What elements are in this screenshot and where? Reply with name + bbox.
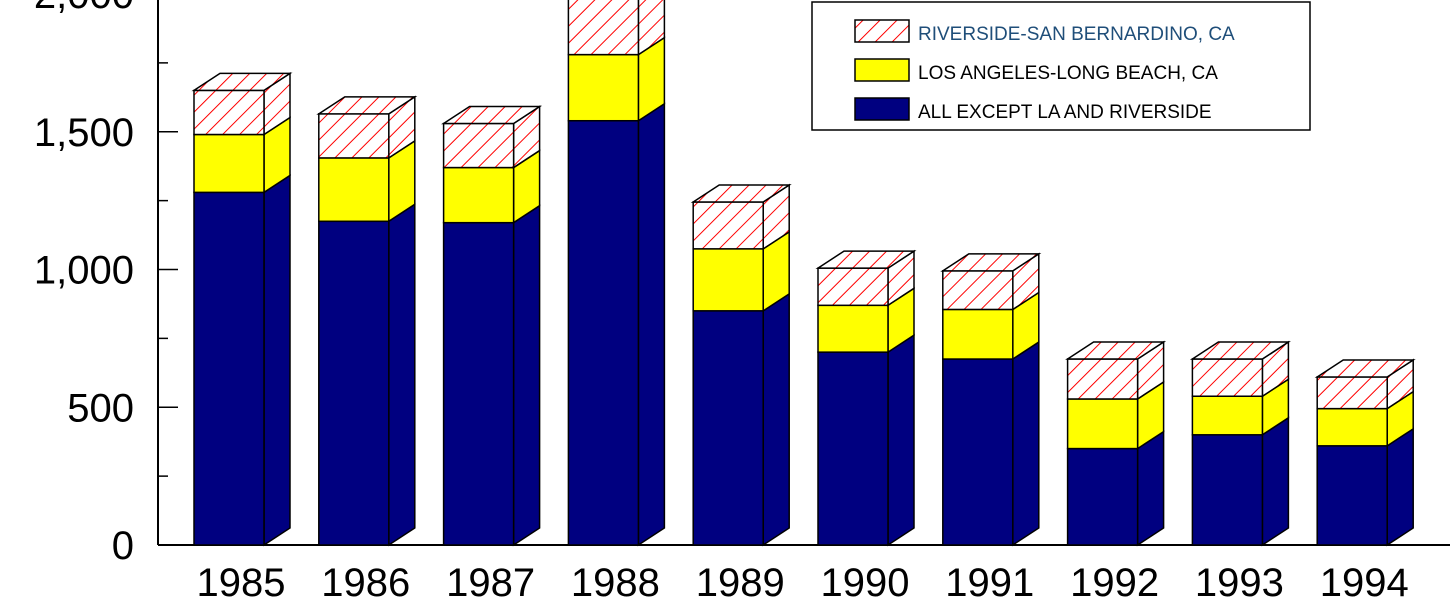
x-tick-label: 1994 (1320, 561, 1409, 605)
bar-side-1994-series-0 (1386, 427, 1414, 547)
bar-top-1990 (815, 250, 917, 269)
bar-side-1988-series-0 (637, 102, 666, 547)
bar-1993-series-0 (1191, 434, 1264, 546)
bar-side-1986-series-0 (388, 202, 416, 547)
bar-1989-series-0 (692, 310, 764, 546)
bar-side-1990-series-0 (887, 333, 915, 547)
bar-1987-series-1 (442, 166, 515, 224)
bar-side-1992-series-0 (1136, 430, 1165, 547)
bar-1989-series-2 (692, 201, 764, 250)
bar-1994-series-1 (1316, 407, 1388, 447)
bar-1987-series-0 (442, 221, 515, 546)
bar-1985-series-0 (193, 191, 265, 546)
y-tick-label: 2,000 (34, 0, 134, 17)
bar-top-1985 (191, 72, 293, 92)
bar-side-1991-series-0 (1012, 340, 1040, 547)
x-tick-label: 1985 (197, 561, 286, 605)
bar-1989-series-1 (692, 248, 764, 312)
bar-1993-series-1 (1191, 395, 1264, 436)
legend-label-riverside: RIVERSIDE-SAN BERNARDINO, CA (918, 24, 1235, 45)
x-tick-label: 1986 (321, 561, 410, 605)
bar-1990-series-0 (817, 351, 889, 546)
legend: RIVERSIDE-SAN BERNARDINO, CA LOS ANGELES… (811, 1, 1311, 131)
x-tick-label: 1991 (945, 561, 1034, 605)
bar-1988-series-2 (567, 0, 640, 56)
x-tick-label: 1987 (446, 561, 535, 605)
bar-1985-series-2 (193, 89, 265, 136)
bar-1986-series-2 (318, 113, 390, 159)
bar-1991-series-1 (942, 308, 1014, 360)
bar-1990-series-1 (817, 304, 889, 353)
bar-1992-series-0 (1066, 447, 1139, 546)
legend-label-all-except: ALL EXCEPT LA AND RIVERSIDE (918, 102, 1212, 123)
bar-side-1993-series-0 (1261, 416, 1290, 547)
bar-1991-series-0 (942, 358, 1014, 546)
legend-swatch-los-angeles (854, 58, 910, 82)
x-tick-label: 1990 (821, 561, 910, 605)
y-tick-label: 1,000 (34, 249, 134, 293)
bar-side-1989-series-0 (762, 292, 790, 547)
y-tick-label: 500 (67, 386, 134, 430)
tick-labels: 0 500 1,000 1,500 2,000 1985 1986 1987 1988 1989 1… (34, 0, 1409, 605)
bar-top-1989 (690, 184, 792, 203)
y-tick-label: 0 (112, 524, 134, 568)
bar-1988-series-0 (567, 119, 640, 546)
bar-1994-series-2 (1316, 376, 1388, 410)
bar-top-1992 (1065, 341, 1167, 360)
bar-1993-series-2 (1191, 358, 1264, 397)
bar-1991-series-2 (942, 270, 1014, 311)
x-tick-label: 1989 (696, 561, 785, 605)
x-tick-label: 1993 (1195, 561, 1284, 605)
bar-1987-series-2 (442, 122, 515, 169)
legend-label-los-angeles: LOS ANGELES-LONG BEACH, CA (918, 63, 1218, 84)
bar-top-1991 (940, 253, 1042, 272)
bar-side-1987-series-0 (512, 204, 541, 547)
bar-1994-series-0 (1316, 445, 1388, 546)
bar-top-1987 (441, 105, 543, 125)
bar-1992-series-2 (1066, 358, 1139, 400)
bar-1990-series-2 (817, 267, 889, 307)
bar-top-1994 (1314, 359, 1416, 378)
bar-top-1993 (1189, 341, 1291, 360)
bar-1985-series-1 (193, 133, 265, 194)
bar-1986-series-1 (318, 157, 390, 223)
bar-side-1985-series-0 (263, 173, 291, 547)
legend-swatch-all-except (854, 97, 910, 121)
bar-1986-series-0 (318, 220, 390, 546)
y-tick-label: 1,500 (34, 111, 134, 155)
bar-top-1986 (316, 96, 418, 115)
bar-1992-series-1 (1066, 398, 1139, 450)
x-tick-label: 1988 (571, 561, 660, 605)
bars (191, 0, 1416, 547)
bar-1988-series-1 (567, 53, 640, 122)
legend-swatch-riverside (854, 19, 910, 43)
x-tick-label: 1992 (1070, 561, 1159, 605)
